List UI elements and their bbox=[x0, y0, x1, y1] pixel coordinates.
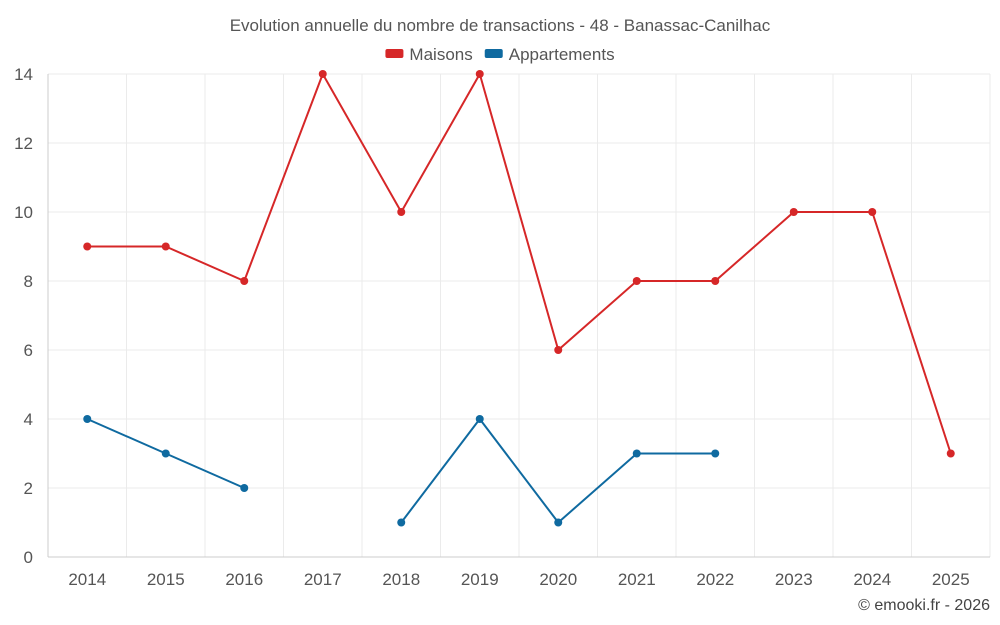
legend: Maisons Appartements bbox=[385, 45, 615, 64]
point-maisons-2020[interactable] bbox=[554, 346, 563, 354]
x-tick-label-2020: 2020 bbox=[539, 570, 577, 589]
y-tick-label-12: 12 bbox=[14, 134, 33, 153]
legend-label-maisons: Maisons bbox=[409, 45, 472, 64]
point-appartements-2021[interactable] bbox=[632, 449, 641, 458]
series-maisons bbox=[83, 70, 955, 458]
point-maisons-2015[interactable] bbox=[161, 242, 170, 251]
point-appartements-2015[interactable] bbox=[161, 449, 170, 458]
legend-label-appartements: Appartements bbox=[509, 45, 615, 64]
point-maisons-2016[interactable] bbox=[240, 277, 249, 285]
series-appartements bbox=[83, 415, 720, 527]
point-maisons-2022[interactable] bbox=[711, 277, 720, 285]
y-tick-label-4: 4 bbox=[24, 410, 33, 429]
x-tick-label-2016: 2016 bbox=[225, 570, 263, 589]
x-tick-label-2015: 2015 bbox=[147, 570, 185, 589]
y-tick-label-6: 6 bbox=[24, 341, 33, 360]
point-appartements-2016[interactable] bbox=[240, 484, 249, 492]
point-appartements-2019[interactable] bbox=[475, 415, 484, 423]
point-maisons-2021[interactable] bbox=[632, 277, 641, 285]
x-tick-label-2014: 2014 bbox=[68, 570, 106, 589]
point-maisons-2017[interactable] bbox=[318, 70, 327, 78]
x-axis: 2014 2015 2016 2017 2018 2019 2020 2021 2022 2023… bbox=[48, 556, 990, 589]
y-axis: 0 2 4 6 8 10 12 14 bbox=[14, 65, 49, 567]
series-line-maisons-0 bbox=[87, 73, 952, 454]
point-maisons-2019[interactable] bbox=[475, 70, 484, 78]
legend-swatch-appartements bbox=[484, 49, 503, 58]
y-tick-label-10: 10 bbox=[14, 203, 33, 222]
point-appartements-2020[interactable] bbox=[554, 518, 563, 527]
point-maisons-2024[interactable] bbox=[868, 208, 877, 216]
x-tick-label-2017: 2017 bbox=[304, 570, 342, 589]
y-tick-label-14: 14 bbox=[14, 65, 33, 84]
point-appartements-2014[interactable] bbox=[83, 415, 92, 423]
legend-item-appartements[interactable]: Appartements bbox=[484, 45, 615, 64]
y-tick-label-0: 0 bbox=[24, 548, 33, 567]
chart-title: Evolution annuelle du nombre de transact… bbox=[230, 16, 771, 35]
series-line-appartements-1 bbox=[400, 418, 716, 524]
x-tick-label-2024: 2024 bbox=[853, 570, 891, 589]
legend-swatch-maisons bbox=[385, 49, 404, 58]
x-tick-label-2022: 2022 bbox=[696, 570, 734, 589]
point-maisons-2023[interactable] bbox=[789, 208, 798, 216]
x-tick-label-2021: 2021 bbox=[618, 570, 656, 589]
credit-text: © emooki.fr - 2026 bbox=[858, 597, 990, 614]
legend-item-maisons[interactable]: Maisons bbox=[385, 45, 473, 64]
point-maisons-2025[interactable] bbox=[946, 449, 955, 458]
y-tick-label-8: 8 bbox=[24, 272, 33, 291]
x-tick-label-2019: 2019 bbox=[461, 570, 499, 589]
point-appartements-2018[interactable] bbox=[397, 518, 406, 527]
point-maisons-2018[interactable] bbox=[397, 208, 406, 216]
x-tick-label-2023: 2023 bbox=[775, 570, 813, 589]
point-appartements-2022[interactable] bbox=[711, 449, 720, 458]
point-maisons-2014[interactable] bbox=[83, 242, 92, 251]
x-tick-label-2025: 2025 bbox=[932, 570, 970, 589]
grid-lines bbox=[47, 73, 991, 557]
x-tick-label-2018: 2018 bbox=[382, 570, 420, 589]
series-group bbox=[83, 70, 955, 527]
y-tick-label-2: 2 bbox=[24, 479, 33, 498]
